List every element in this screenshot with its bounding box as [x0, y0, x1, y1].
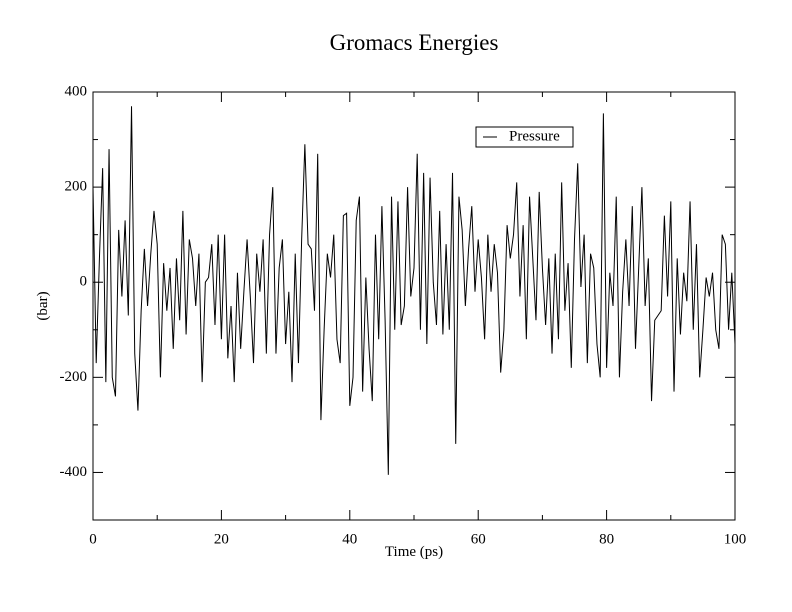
- legend-box: [475, 126, 574, 148]
- x-axis-label: Time (ps): [385, 544, 443, 560]
- series-line: [92, 106, 736, 475]
- chart-title: Gromacs Energies: [330, 30, 499, 55]
- y-tick-label: 400: [65, 83, 88, 99]
- y-tick-label: -400: [60, 464, 88, 480]
- y-tick-label: -200: [60, 369, 88, 385]
- y-tick-label: 0: [80, 274, 88, 290]
- x-tick-label: 80: [599, 531, 614, 547]
- y-tick-label: 200: [65, 179, 88, 195]
- x-tick-label: 20: [214, 531, 229, 547]
- x-tick-label: 100: [724, 531, 747, 547]
- x-tick-label: 40: [342, 531, 357, 547]
- legend-label: Pressure: [509, 128, 560, 144]
- x-tick-label: 0: [89, 531, 97, 547]
- x-tick-label: 60: [471, 531, 486, 547]
- y-axis-label: (bar): [35, 291, 51, 320]
